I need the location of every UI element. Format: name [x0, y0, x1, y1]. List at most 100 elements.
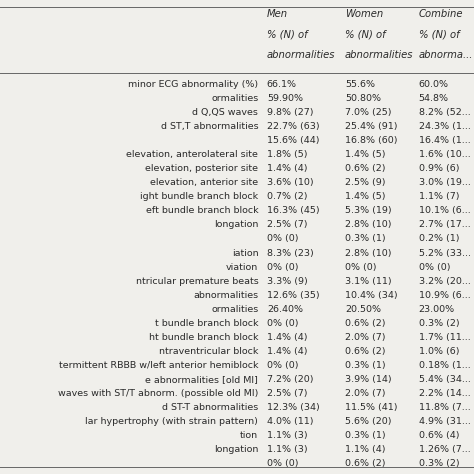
- Text: % (N) of: % (N) of: [419, 30, 459, 40]
- Text: 10.9% (6...: 10.9% (6...: [419, 291, 470, 300]
- Text: 8.2% (52...: 8.2% (52...: [419, 108, 470, 117]
- Text: 1.0% (6): 1.0% (6): [419, 347, 459, 356]
- Text: 23.00%: 23.00%: [419, 305, 455, 314]
- Text: 25.4% (91): 25.4% (91): [345, 122, 398, 131]
- Text: 1.1% (7): 1.1% (7): [419, 192, 459, 201]
- Text: abnormalities: abnormalities: [193, 291, 258, 300]
- Text: d Q,QS waves: d Q,QS waves: [192, 108, 258, 117]
- Text: d ST-T abnormalities: d ST-T abnormalities: [162, 403, 258, 412]
- Text: 1.4% (4): 1.4% (4): [267, 164, 307, 173]
- Text: 1.4% (5): 1.4% (5): [345, 192, 385, 201]
- Text: 0.3% (2): 0.3% (2): [419, 319, 459, 328]
- Text: 0.6% (2): 0.6% (2): [345, 164, 385, 173]
- Text: iation: iation: [232, 248, 258, 257]
- Text: 16.8% (60): 16.8% (60): [345, 136, 398, 145]
- Text: 1.4% (4): 1.4% (4): [267, 347, 307, 356]
- Text: minor ECG abnormality (%): minor ECG abnormality (%): [128, 80, 258, 89]
- Text: % (N) of: % (N) of: [345, 30, 386, 40]
- Text: elevation, anterior site: elevation, anterior site: [150, 178, 258, 187]
- Text: 60.0%: 60.0%: [419, 80, 448, 89]
- Text: ntricular premature beats: ntricular premature beats: [136, 277, 258, 286]
- Text: 0% (0): 0% (0): [267, 319, 298, 328]
- Text: 4.0% (11): 4.0% (11): [267, 417, 313, 426]
- Text: 0% (0): 0% (0): [267, 459, 298, 468]
- Text: 2.5% (7): 2.5% (7): [267, 389, 307, 398]
- Text: eft bundle branch block: eft bundle branch block: [146, 206, 258, 215]
- Text: 0.9% (6): 0.9% (6): [419, 164, 459, 173]
- Text: 1.1% (3): 1.1% (3): [267, 445, 308, 454]
- Text: 0.6% (2): 0.6% (2): [345, 459, 385, 468]
- Text: 3.2% (20...: 3.2% (20...: [419, 277, 470, 286]
- Text: waves with ST/T abnorm. (possible old MI): waves with ST/T abnorm. (possible old MI…: [58, 389, 258, 398]
- Text: termittent RBBB w/left anterior hemiblock: termittent RBBB w/left anterior hemibloc…: [59, 361, 258, 370]
- Text: 0% (0): 0% (0): [419, 263, 450, 272]
- Text: 0.2% (1): 0.2% (1): [419, 235, 459, 244]
- Text: 1.8% (5): 1.8% (5): [267, 150, 307, 159]
- Text: 0% (0): 0% (0): [267, 235, 298, 244]
- Text: 24.3% (1...: 24.3% (1...: [419, 122, 470, 131]
- Text: 59.90%: 59.90%: [267, 94, 303, 103]
- Text: 0.6% (2): 0.6% (2): [345, 347, 385, 356]
- Text: 10.1% (6...: 10.1% (6...: [419, 206, 470, 215]
- Text: ormalities: ormalities: [211, 305, 258, 314]
- Text: ntraventricular block: ntraventricular block: [159, 347, 258, 356]
- Text: 2.5% (7): 2.5% (7): [267, 220, 307, 229]
- Text: 3.3% (9): 3.3% (9): [267, 277, 308, 286]
- Text: longation: longation: [214, 445, 258, 454]
- Text: 7.0% (25): 7.0% (25): [345, 108, 392, 117]
- Text: elevation, posterior site: elevation, posterior site: [146, 164, 258, 173]
- Text: 2.8% (10): 2.8% (10): [345, 248, 392, 257]
- Text: abnormalities: abnormalities: [345, 50, 414, 60]
- Text: 9.8% (27): 9.8% (27): [267, 108, 313, 117]
- Text: 15.6% (44): 15.6% (44): [267, 136, 319, 145]
- Text: 1.1% (4): 1.1% (4): [345, 445, 385, 454]
- Text: lar hypertrophy (with strain pattern): lar hypertrophy (with strain pattern): [85, 417, 258, 426]
- Text: 3.6% (10): 3.6% (10): [267, 178, 313, 187]
- Text: t bundle branch block: t bundle branch block: [155, 319, 258, 328]
- Text: 0% (0): 0% (0): [267, 263, 298, 272]
- Text: d ST,T abnormalities: d ST,T abnormalities: [161, 122, 258, 131]
- Text: 2.0% (7): 2.0% (7): [345, 333, 385, 342]
- Text: 0.3% (1): 0.3% (1): [345, 361, 386, 370]
- Text: 50.80%: 50.80%: [345, 94, 381, 103]
- Text: 0.3% (1): 0.3% (1): [345, 235, 386, 244]
- Text: ormalities: ormalities: [211, 94, 258, 103]
- Text: 2.8% (10): 2.8% (10): [345, 220, 392, 229]
- Text: 8.3% (23): 8.3% (23): [267, 248, 314, 257]
- Text: 2.2% (14...: 2.2% (14...: [419, 389, 470, 398]
- Text: 66.1%: 66.1%: [267, 80, 297, 89]
- Text: 12.6% (35): 12.6% (35): [267, 291, 319, 300]
- Text: 26.40%: 26.40%: [267, 305, 303, 314]
- Text: 0.7% (2): 0.7% (2): [267, 192, 307, 201]
- Text: 11.5% (41): 11.5% (41): [345, 403, 398, 412]
- Text: 5.2% (33...: 5.2% (33...: [419, 248, 471, 257]
- Text: 11.8% (7...: 11.8% (7...: [419, 403, 470, 412]
- Text: 1.7% (11...: 1.7% (11...: [419, 333, 470, 342]
- Text: 5.6% (20): 5.6% (20): [345, 417, 392, 426]
- Text: 0.18% (1...: 0.18% (1...: [419, 361, 470, 370]
- Text: 1.4% (4): 1.4% (4): [267, 333, 307, 342]
- Text: 55.6%: 55.6%: [345, 80, 375, 89]
- Text: abnormalities: abnormalities: [267, 50, 336, 60]
- Text: 2.7% (17...: 2.7% (17...: [419, 220, 470, 229]
- Text: 1.1% (3): 1.1% (3): [267, 431, 308, 440]
- Text: Women: Women: [345, 9, 383, 19]
- Text: 0% (0): 0% (0): [345, 263, 376, 272]
- Text: ight bundle branch block: ight bundle branch block: [140, 192, 258, 201]
- Text: abnorma...: abnorma...: [419, 50, 473, 60]
- Text: 0.6% (4): 0.6% (4): [419, 431, 459, 440]
- Text: 3.0% (19...: 3.0% (19...: [419, 178, 470, 187]
- Text: 0.3% (1): 0.3% (1): [345, 431, 386, 440]
- Text: 3.9% (14): 3.9% (14): [345, 375, 392, 384]
- Text: 0.3% (2): 0.3% (2): [419, 459, 459, 468]
- Text: Combine: Combine: [419, 9, 463, 19]
- Text: 1.6% (10...: 1.6% (10...: [419, 150, 470, 159]
- Text: elevation, anterolateral site: elevation, anterolateral site: [127, 150, 258, 159]
- Text: 2.5% (9): 2.5% (9): [345, 178, 385, 187]
- Text: e abnormalities [old MI]: e abnormalities [old MI]: [146, 375, 258, 384]
- Text: 1.26% (7...: 1.26% (7...: [419, 445, 470, 454]
- Text: Men: Men: [267, 9, 288, 19]
- Text: 10.4% (34): 10.4% (34): [345, 291, 398, 300]
- Text: 16.3% (45): 16.3% (45): [267, 206, 319, 215]
- Text: longation: longation: [214, 220, 258, 229]
